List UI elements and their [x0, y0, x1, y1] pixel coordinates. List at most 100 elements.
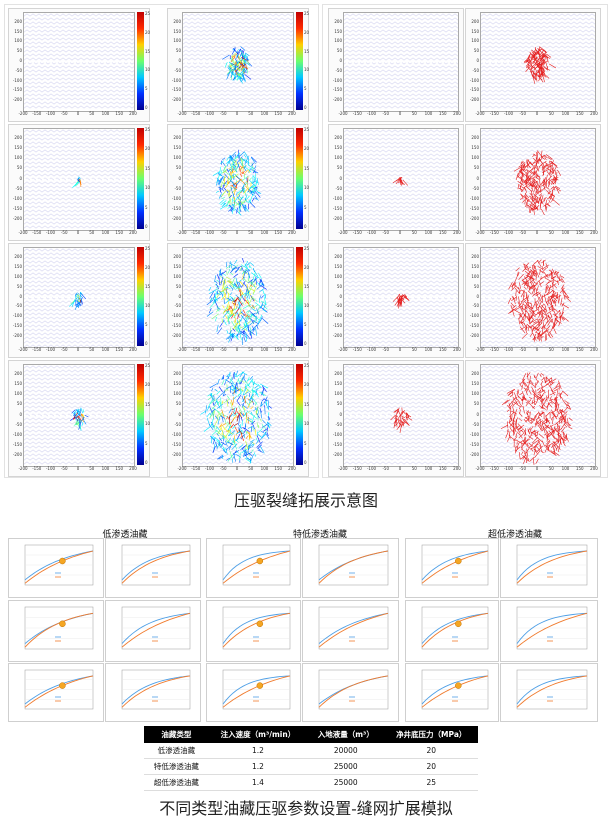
y-tick-label: 150: [173, 263, 181, 269]
y-tick-label: -150: [332, 323, 342, 329]
series-line-blue: [318, 675, 389, 705]
x-tick-label: 100: [424, 230, 433, 235]
fracture-cracks: [481, 150, 595, 216]
x-tick-label: -150: [489, 347, 499, 352]
y-tick-label: -50: [174, 303, 181, 309]
y-tick-label: 50: [336, 283, 342, 289]
y-tick-label: -50: [15, 185, 22, 191]
x-tick-label: 50: [248, 466, 254, 471]
y-tick-label: -100: [332, 77, 342, 83]
series-line-orange: [222, 675, 291, 708]
optimal-point-marker: [59, 620, 66, 628]
x-tick-label: 0: [235, 347, 239, 352]
x-tick-label: 50: [548, 466, 554, 471]
y-tick-label: -50: [174, 421, 181, 427]
param-chart-r3-c1: [8, 663, 104, 722]
y-tick-label: 0: [19, 175, 22, 181]
y-tick-label: 200: [173, 135, 181, 141]
x-tick-label: 100: [424, 466, 433, 471]
y-tick-label: 50: [473, 401, 479, 407]
optimal-point-marker: [455, 682, 462, 689]
series-line-blue: [222, 550, 291, 581]
colorbar-tick: 0: [145, 224, 148, 229]
x-tick-label: 0: [76, 347, 80, 352]
mesh-background: [344, 13, 458, 109]
sim-panel-r3-c1: 200 150 100 50 0 -50 -100 -150 -200 -200 -150 -100-…: [8, 243, 150, 358]
x-tick-label: -50: [219, 111, 227, 116]
y-tick-label: 150: [173, 381, 181, 387]
param-chart-r2-c4: [302, 600, 399, 662]
y-tick-label: 100: [14, 38, 22, 44]
y-tick-label: -200: [332, 215, 342, 221]
x-tick-label: -100: [366, 230, 377, 235]
x-tick-label: 200: [288, 230, 296, 235]
y-tick-label: -200: [171, 451, 181, 457]
x-tick-label: 150: [575, 230, 584, 235]
x-tick-label: -50: [60, 466, 68, 471]
y-tick-label: -100: [469, 195, 479, 201]
colorbar: [296, 247, 303, 346]
fracture-cracks: [344, 293, 458, 309]
mesh-background: [344, 248, 458, 347]
y-tick-label: 150: [14, 145, 22, 151]
x-tick-label: 150: [438, 230, 447, 235]
y-tick-label: 0: [476, 175, 479, 181]
y-tick-label: -50: [174, 185, 181, 191]
y-tick-label: 100: [173, 38, 181, 44]
sim-plot-area: [480, 128, 596, 231]
y-tick-label: 150: [173, 145, 181, 151]
table-cell: 1.2: [208, 743, 308, 759]
mesh-background: [24, 129, 134, 229]
x-tick-label: 200: [590, 111, 598, 116]
colorbar-tick: 10: [145, 421, 151, 427]
x-tick-label: -50: [519, 111, 527, 116]
colorbar-tick: 0: [304, 105, 307, 110]
colorbar-tick: 25: [145, 246, 151, 251]
fracture-cracks: [24, 176, 134, 188]
y-tick-label: -150: [12, 441, 22, 447]
x-tick-label: -150: [32, 466, 42, 471]
y-tick-label: 50: [336, 165, 342, 171]
param-chart-plot: [24, 669, 94, 710]
x-tick-label: 50: [248, 347, 254, 352]
y-tick-label: 200: [14, 18, 22, 24]
x-tick-label: -100: [366, 111, 377, 116]
y-tick-label: 100: [173, 273, 181, 279]
y-tick-label: -150: [12, 323, 22, 329]
x-tick-label: 50: [411, 347, 417, 352]
series-line-orange: [318, 550, 389, 584]
y-tick-label: 50: [16, 165, 22, 171]
sim-plot-area: [23, 247, 135, 348]
y-tick-label: 50: [175, 401, 181, 407]
y-tick-label: 100: [471, 273, 479, 279]
series-line-orange: [516, 550, 588, 584]
colorbar: [296, 12, 303, 110]
y-tick-label: -200: [171, 97, 181, 103]
y-tick-label: 50: [16, 283, 22, 289]
sim-panel-r1-c4: 200 150 100 50 0 -50 -100 -150 -200 -200 -150 -100-…: [465, 8, 601, 122]
x-tick-label: 50: [548, 230, 554, 235]
x-tick-label: 200: [288, 111, 296, 116]
colorbar-tick: 25: [304, 246, 310, 251]
sim-panel-r4-c3: 200 150 100 50 0 -50 -100 -150 -200 -200 -150 -100-…: [328, 360, 464, 477]
x-tick-label: 0: [398, 466, 402, 471]
sim-panel-r4-c2: 200 150 100 50 0 -50 -100 -150 -200 -200 -150 -100-…: [167, 360, 309, 477]
x-tick-label: -50: [382, 347, 390, 352]
sim-plot-area: [182, 12, 294, 112]
x-tick-label: -200: [475, 111, 485, 116]
fracture-cracks: [183, 149, 293, 216]
optimal-point-marker: [455, 557, 462, 565]
y-tick-label: -150: [12, 205, 22, 211]
x-tick-label: -50: [519, 230, 527, 235]
x-tick-label: -50: [382, 230, 390, 235]
colorbar-tick: 15: [145, 165, 151, 171]
top-figure-caption: 压驱裂缝拓展示意图: [233, 491, 378, 510]
y-tick-label: -150: [12, 87, 22, 93]
y-tick-label: -150: [171, 87, 181, 93]
y-tick-label: -200: [332, 97, 342, 103]
x-tick-label: 0: [235, 466, 239, 471]
mesh-background: [183, 13, 293, 109]
group-title-low: 低渗透油藏: [102, 530, 148, 540]
colorbar-tick: 5: [304, 86, 307, 92]
y-tick-label: 100: [334, 155, 342, 161]
